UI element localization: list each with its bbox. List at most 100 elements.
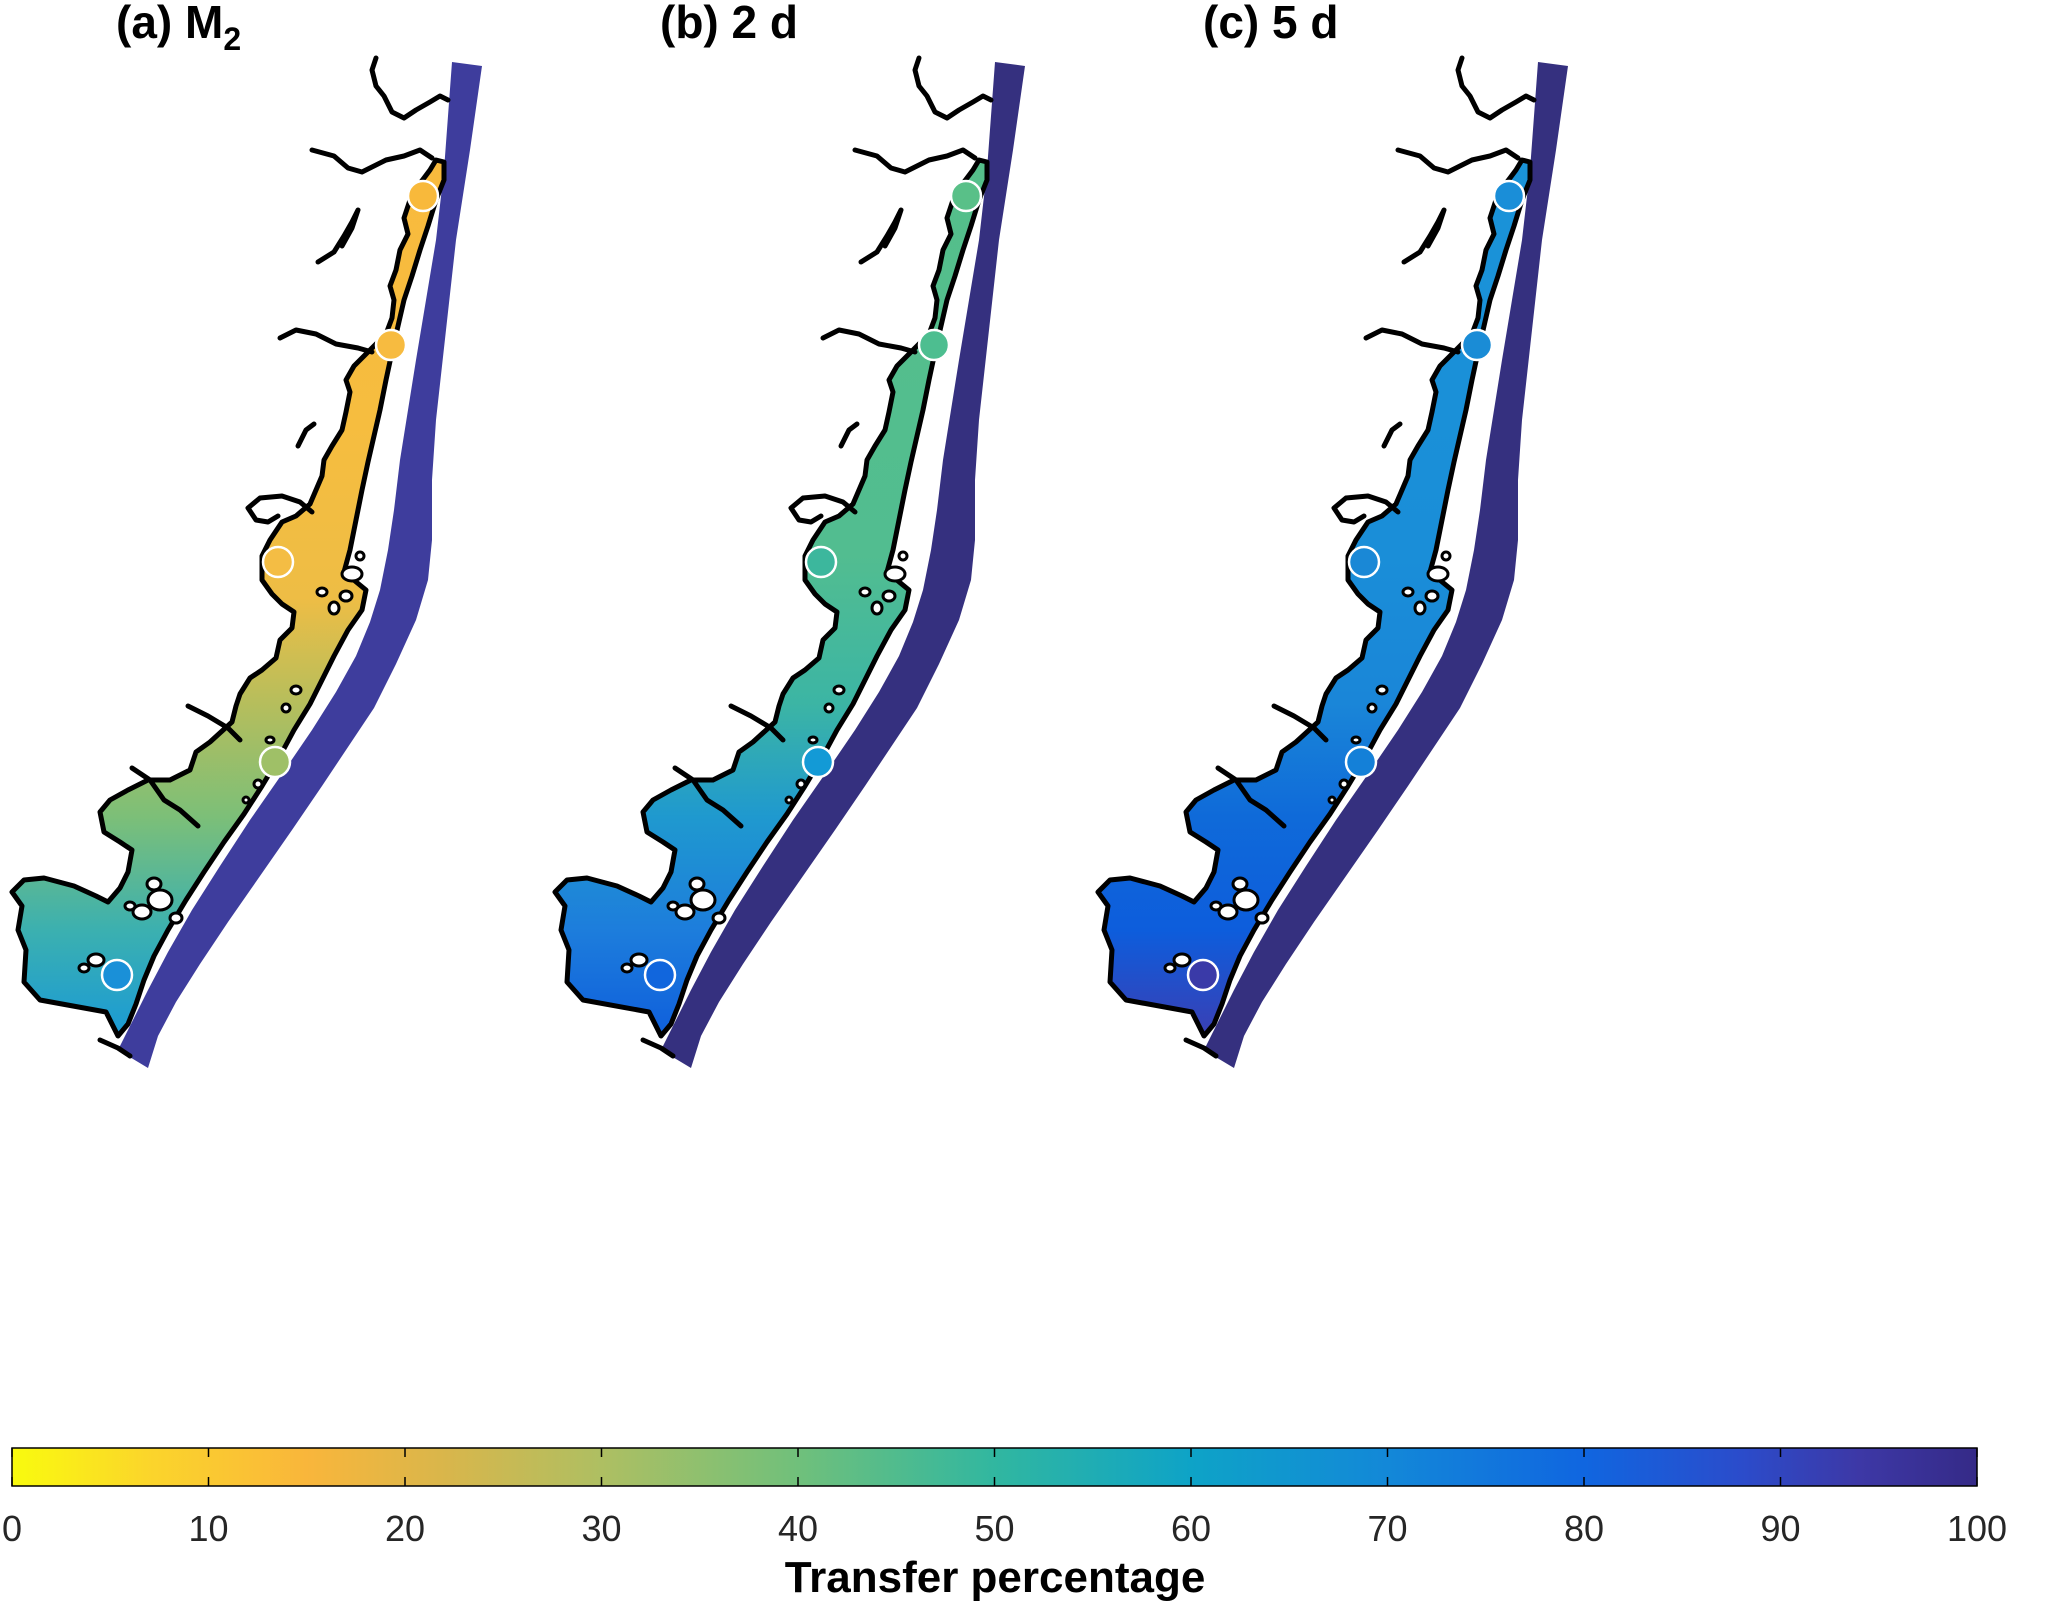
marsh-island (881, 589, 897, 603)
station-marker (1460, 328, 1494, 362)
coastline-segment (1395, 147, 1521, 175)
marsh-island (1366, 702, 1378, 714)
coastline-segment (245, 493, 315, 525)
marsh-island (688, 876, 706, 892)
marsh-island (146, 888, 174, 912)
marsh-island (832, 684, 846, 696)
colorbar-tick-label: 90 (1760, 1508, 1800, 1549)
coastline-segment (295, 421, 317, 449)
coastline-segment (728, 703, 786, 743)
marsh-island (629, 952, 649, 968)
marsh-island (289, 684, 303, 696)
panel-title-text: (b) 2 d (660, 0, 798, 48)
marsh-island (870, 600, 884, 616)
marsh-island (823, 702, 835, 714)
station-marker (804, 545, 838, 579)
marsh-island (131, 903, 153, 921)
coastline-segment (97, 1037, 133, 1059)
marsh-island (620, 962, 634, 974)
marsh-island (340, 565, 364, 583)
colorbar-label: Transfer percentage (785, 1553, 1206, 1602)
marsh-island (145, 876, 163, 892)
marsh-island (1350, 735, 1362, 745)
colorbar-tick-label: 80 (1564, 1508, 1604, 1549)
colorbar-ticks: 0 10 20 30 40 50 60 70 80 90 100 (2, 1448, 2007, 1549)
station-marker (261, 545, 295, 579)
colorbar-tick-label: 50 (974, 1508, 1014, 1549)
marsh-island (1426, 565, 1450, 583)
panel-title: (a) M2 (116, 0, 241, 57)
station-marker (1347, 545, 1381, 579)
colorbar-tick-label: 100 (1947, 1508, 2007, 1549)
marsh-island (1338, 778, 1350, 790)
coastline-segment (185, 703, 243, 743)
station-marker (949, 179, 983, 213)
coastline-segment (672, 765, 744, 829)
coastline-segment (1401, 207, 1447, 265)
coastline-segment (1271, 703, 1329, 743)
panel-title: (b) 2 d (660, 0, 798, 48)
marsh-island (1231, 876, 1249, 892)
marsh-island (1327, 795, 1337, 805)
marsh-island (354, 550, 366, 562)
colorbar-tick-label: 30 (581, 1508, 621, 1549)
coastline-segment (1381, 421, 1403, 449)
marsh-island (1209, 900, 1223, 912)
marsh-island (689, 888, 717, 912)
coastline-segment (309, 147, 435, 175)
map-panel-c: (c) 5 d (1095, 0, 1568, 1068)
marsh-island (674, 903, 696, 921)
coastline-segment (129, 765, 201, 829)
coastline-segment (315, 207, 361, 265)
marsh-island (1172, 952, 1192, 968)
colorbar: 0 10 20 30 40 50 60 70 80 90 100 Transfer percenta… (2, 1447, 2007, 1602)
marsh-island (858, 586, 872, 598)
station-marker (406, 179, 440, 213)
station-marker (643, 958, 677, 992)
marsh-island (1424, 589, 1440, 603)
coastline-segment (1455, 55, 1537, 121)
coastline-segment (788, 493, 858, 525)
marsh-island (883, 565, 907, 583)
coastline-segment (277, 327, 375, 355)
coastline-segment (838, 421, 860, 449)
marsh-island (1413, 600, 1427, 616)
marsh-island (1254, 911, 1270, 925)
marsh-island (1232, 888, 1260, 912)
station-marker (1344, 745, 1378, 779)
coastline-segment (1331, 493, 1401, 525)
marsh-island (897, 550, 909, 562)
marsh-island (338, 589, 354, 603)
marsh-island (252, 778, 264, 790)
colorbar-tick-label: 60 (1171, 1508, 1211, 1549)
bay-region (1095, 157, 1533, 1039)
marsh-island (77, 962, 91, 974)
marsh-island (86, 952, 106, 968)
panel-title-subscript: 2 (223, 21, 241, 57)
panel-title-text: (c) 5 d (1203, 0, 1338, 48)
marsh-island (1163, 962, 1177, 974)
station-marker (801, 745, 835, 779)
panel-title: (c) 5 d (1203, 0, 1338, 48)
coastline-segment (369, 55, 451, 121)
marsh-island (1401, 586, 1415, 598)
colorbar-tick-label: 20 (385, 1508, 425, 1549)
colorbar-tick-label: 70 (1367, 1508, 1407, 1549)
bay-region (9, 157, 447, 1039)
bay-region (552, 157, 990, 1039)
coastline-segment (912, 55, 994, 121)
colorbar-tick-label: 0 (2, 1508, 22, 1549)
station-marker (1186, 958, 1220, 992)
marsh-island (315, 586, 329, 598)
marsh-island (264, 735, 276, 745)
marsh-island (666, 900, 680, 912)
panel-title-text: (a) M (116, 0, 223, 48)
colorbar-tick-label: 40 (778, 1508, 818, 1549)
colorbar-tick-label: 10 (188, 1508, 228, 1549)
map-panel-b: (b) 2 d (552, 0, 1025, 1068)
marsh-island (1440, 550, 1452, 562)
map-panel-a: (a) M2 (9, 0, 482, 1068)
marsh-island (280, 702, 292, 714)
marsh-island (1217, 903, 1239, 921)
